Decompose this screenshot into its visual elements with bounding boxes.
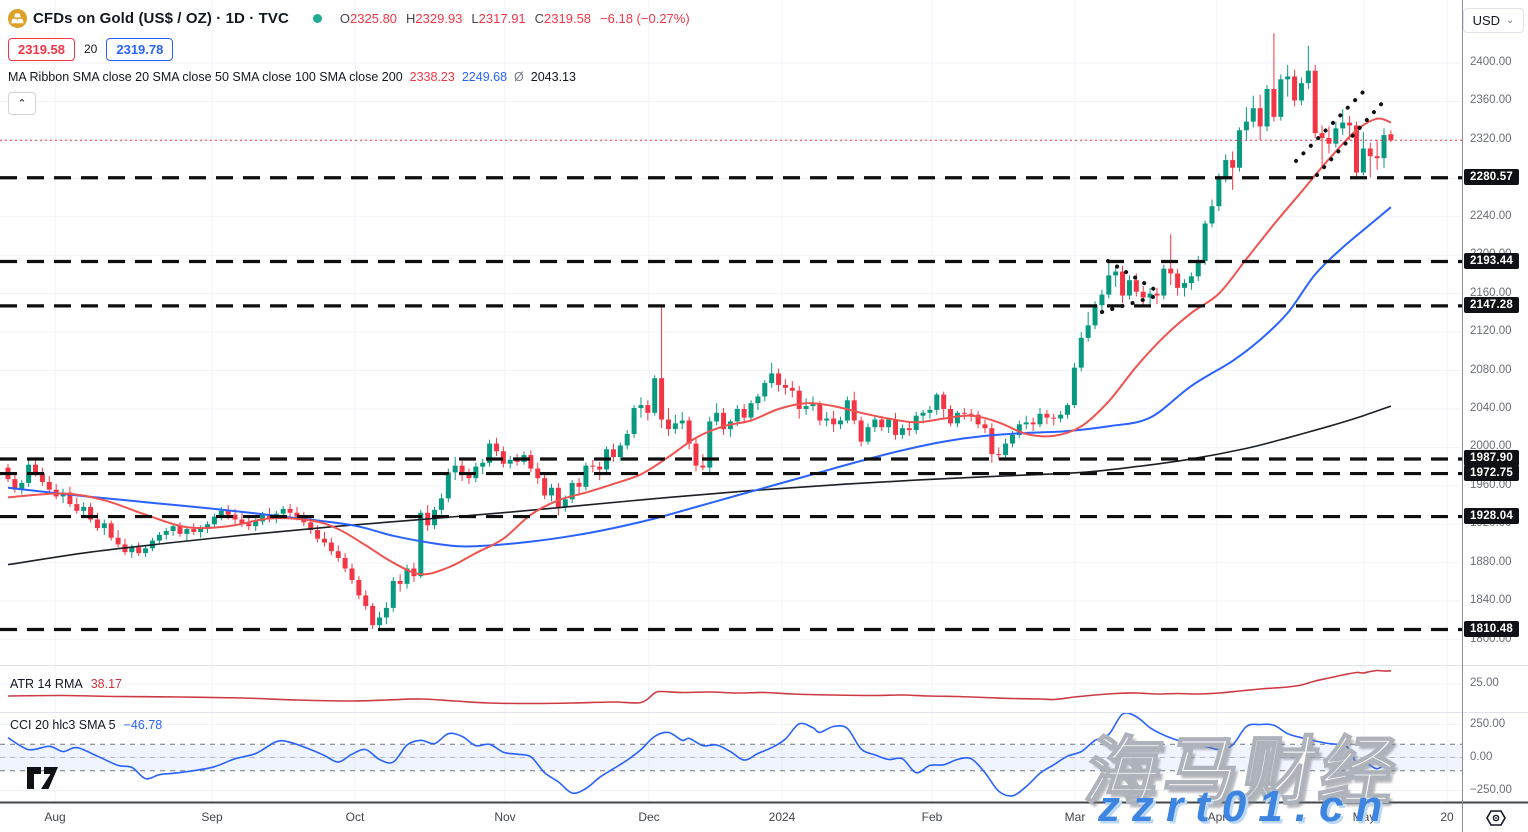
ohlc-values: O2325.80 H2329.93 L2317.91 C2319.58 −6.1…	[339, 10, 690, 26]
gold-coin-icon	[8, 8, 27, 28]
sell-price-badge[interactable]: 2319.58	[8, 37, 75, 61]
gridlines	[0, 0, 1462, 802]
level-price-chip: 2147.28	[1464, 296, 1519, 313]
atr-pane-legend[interactable]: ATR 14 RMA 38.17	[10, 677, 122, 691]
chart-legend: CFDs on Gold (US$ / OZ) · 1D · TVC O2325…	[8, 8, 690, 115]
average-symbol: Ø	[514, 70, 524, 84]
market-status-icon	[312, 13, 322, 23]
currency-label: USD	[1472, 13, 1501, 28]
chevron-up-icon: ⌃	[17, 98, 27, 110]
axis-tick-label: 2000.00	[1470, 440, 1512, 453]
axis-tick-label: −250.00	[1470, 783, 1512, 796]
axis-tick-label: 1840.00	[1470, 594, 1512, 607]
axis-tick-label: 250.00	[1470, 717, 1506, 730]
time-tick-label: May	[1352, 810, 1376, 824]
level-price-chip: 2193.44	[1464, 252, 1519, 269]
cci-line	[7, 712, 1392, 797]
level-price-chip: 2280.57	[1464, 168, 1519, 185]
axis-tick-label: 2400.00	[1470, 56, 1512, 68]
time-tick-label: Dec	[638, 810, 660, 824]
cci-value: −46.78	[123, 718, 163, 732]
time-tick-label: Apr	[1207, 810, 1227, 824]
time-tick-label: Oct	[345, 810, 365, 824]
axis-tick-label: 1880.00	[1470, 555, 1512, 568]
level-price-chip: 1972.75	[1464, 464, 1519, 481]
sma200-value: 2043.13	[530, 70, 576, 84]
change-value: −6.18 (−0.27%)	[600, 10, 690, 26]
cci-band	[0, 743, 1462, 772]
time-tick-label: Feb	[921, 810, 943, 824]
symbol-row[interactable]: CFDs on Gold (US$ / OZ) · 1D · TVC O2325…	[8, 8, 690, 28]
symbol-title[interactable]: CFDs on Gold (US$ / OZ) · 1D · TVC	[33, 9, 289, 27]
axis-tick-label: 2080.00	[1470, 363, 1512, 376]
time-tick-label: Nov	[494, 810, 516, 824]
candlesticks	[5, 33, 1394, 630]
tradingview-logo[interactable]	[26, 766, 70, 795]
quantity-label: 20	[84, 42, 98, 56]
atr-label: ATR 14 RMA	[10, 677, 83, 691]
axis-tick-label: 2240.00	[1470, 209, 1512, 222]
atr-value: 38.17	[90, 677, 122, 691]
sma20-value: 2338.23	[409, 70, 455, 84]
ma-ribbon-label: MA Ribbon SMA close 20 SMA close 50 SMA …	[8, 70, 403, 84]
time-tick-label: 2024	[768, 810, 796, 824]
time-tick-label: Mar	[1064, 810, 1086, 824]
axis-tick-label: 25.00	[1470, 677, 1499, 689]
currency-selector[interactable]: USD ⌄	[1463, 8, 1524, 33]
axis-tick-label: 2120.00	[1470, 325, 1512, 338]
axis-tick-label: 2320.00	[1470, 132, 1512, 145]
axis-tick-label: 0.00	[1470, 750, 1493, 763]
axis-tick-label: 2360.00	[1470, 94, 1512, 107]
time-tick-label: Aug	[44, 810, 66, 824]
collapse-legend-button[interactable]: ⌃	[8, 92, 36, 115]
level-price-chip: 1987.90	[1464, 450, 1519, 467]
time-tick-label: 20	[1440, 810, 1454, 824]
axis-tick-label: 2040.00	[1470, 401, 1512, 414]
ma-ribbon-lines	[7, 117, 1392, 576]
axis-tick-label: 1960.00	[1470, 478, 1512, 491]
cci-pane-legend[interactable]: CCI 20 hlc3 SMA 5 −46.78	[10, 718, 162, 732]
buy-price-badge[interactable]: 2319.78	[106, 37, 174, 61]
chevron-down-icon: ⌄	[1506, 14, 1515, 26]
support-resistance-lines	[0, 176, 1462, 632]
time-tick-label: Sep	[201, 810, 223, 824]
session-clock-box[interactable]	[1463, 804, 1528, 832]
ma-ribbon-row[interactable]: MA Ribbon SMA close 20 SMA close 50 SMA …	[8, 70, 690, 84]
axis-tick-label: 2160.00	[1470, 286, 1512, 299]
clock-icon	[1485, 810, 1506, 826]
level-price-chip: 1810.48	[1464, 620, 1519, 637]
order-badges-row: 2319.58 20 2319.78	[8, 37, 690, 61]
level-price-chip: 1928.04	[1464, 507, 1519, 524]
atr-line	[7, 669, 1391, 705]
cci-label: CCI 20 hlc3 SMA 5	[10, 718, 116, 732]
dotted-drawings	[1100, 88, 1386, 314]
sma50-value: 2249.68	[461, 70, 508, 84]
